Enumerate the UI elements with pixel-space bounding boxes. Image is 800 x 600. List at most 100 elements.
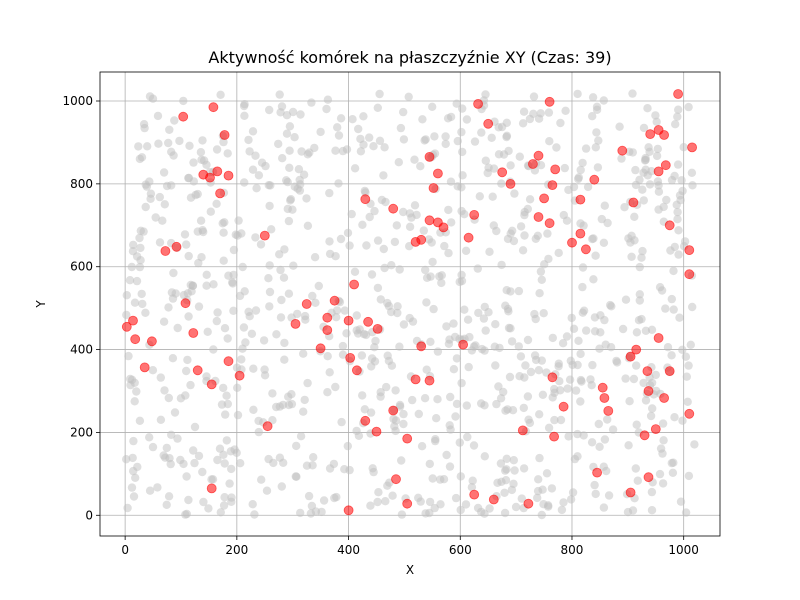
active-point xyxy=(592,467,602,478)
inactive-point xyxy=(212,316,221,326)
inactive-point xyxy=(182,472,191,481)
inactive-point xyxy=(510,466,519,475)
inactive-point xyxy=(671,120,680,129)
inactive-point xyxy=(544,108,554,117)
inactive-point xyxy=(481,326,490,335)
inactive-point xyxy=(675,191,685,200)
inactive-point xyxy=(533,493,542,503)
active-point xyxy=(343,315,354,326)
y-tick-label: 200 xyxy=(70,425,93,439)
inactive-point xyxy=(259,336,269,345)
inactive-point xyxy=(523,204,532,214)
inactive-point xyxy=(212,145,222,154)
inactive-point xyxy=(659,436,668,445)
active-point xyxy=(416,234,427,245)
y-axis-label: Y xyxy=(34,300,48,309)
inactive-point xyxy=(678,416,687,425)
inactive-point xyxy=(342,145,352,154)
inactive-point xyxy=(143,142,152,151)
inactive-point xyxy=(425,459,434,469)
inactive-point xyxy=(678,345,687,354)
inactive-point xyxy=(479,314,489,323)
inactive-point xyxy=(497,260,506,270)
inactive-point xyxy=(229,306,238,315)
inactive-point xyxy=(352,311,361,320)
inactive-point xyxy=(639,378,648,388)
inactive-point xyxy=(399,320,409,329)
inactive-point xyxy=(537,275,546,284)
inactive-point xyxy=(467,483,477,492)
inactive-point xyxy=(555,377,564,386)
inactive-point xyxy=(631,165,640,175)
inactive-point xyxy=(674,226,683,235)
inactive-point xyxy=(189,177,198,186)
inactive-point xyxy=(535,289,544,298)
inactive-point xyxy=(628,148,637,157)
active-point xyxy=(208,102,219,113)
inactive-point xyxy=(220,459,229,468)
y-tick-label: 400 xyxy=(70,343,93,357)
inactive-point xyxy=(647,167,656,176)
inactive-point xyxy=(336,234,346,244)
inactive-point xyxy=(164,492,174,501)
inactive-point xyxy=(586,375,595,384)
inactive-point xyxy=(212,199,221,208)
inactive-point xyxy=(485,247,494,256)
active-point xyxy=(223,356,234,367)
inactive-point xyxy=(361,188,370,197)
inactive-point xyxy=(688,302,697,312)
active-point xyxy=(322,312,333,323)
inactive-point xyxy=(485,504,494,513)
inactive-point xyxy=(293,309,302,319)
inactive-point xyxy=(365,212,374,222)
inactive-point xyxy=(170,408,180,417)
inactive-point xyxy=(590,480,599,490)
inactive-point xyxy=(369,467,378,477)
inactive-point xyxy=(621,374,630,383)
inactive-point xyxy=(395,265,404,274)
inactive-point xyxy=(155,238,165,247)
inactive-point xyxy=(462,115,472,124)
inactive-point xyxy=(573,452,582,461)
inactive-point xyxy=(416,162,425,171)
inactive-point xyxy=(129,240,138,250)
inactive-point xyxy=(296,110,305,119)
inactive-point xyxy=(504,307,513,316)
inactive-point xyxy=(515,372,524,381)
inactive-point xyxy=(588,93,598,102)
inactive-point xyxy=(361,330,371,340)
inactive-point xyxy=(444,248,453,258)
inactive-point xyxy=(245,147,254,156)
inactive-point xyxy=(156,373,165,382)
inactive-point xyxy=(667,294,676,304)
inactive-point xyxy=(343,228,353,238)
inactive-point xyxy=(244,307,253,316)
inactive-point xyxy=(220,324,230,333)
inactive-point xyxy=(173,323,182,333)
active-point xyxy=(550,164,561,175)
inactive-point xyxy=(531,234,540,243)
inactive-point xyxy=(148,442,158,452)
inactive-point xyxy=(452,99,461,108)
inactive-point xyxy=(343,441,352,451)
inactive-point xyxy=(431,435,440,444)
inactive-point xyxy=(233,410,243,420)
inactive-point xyxy=(221,410,230,419)
inactive-point xyxy=(422,365,431,374)
inactive-point xyxy=(496,394,506,403)
inactive-point xyxy=(345,465,354,475)
inactive-point xyxy=(518,119,528,128)
inactive-point xyxy=(240,111,249,121)
active-point xyxy=(121,321,132,332)
inactive-point xyxy=(160,200,169,209)
active-point xyxy=(488,494,499,505)
inactive-point xyxy=(465,332,474,342)
inactive-point xyxy=(225,479,234,488)
inactive-point xyxy=(444,205,453,215)
inactive-point xyxy=(369,142,378,151)
inactive-point xyxy=(480,346,489,355)
inactive-point xyxy=(515,152,524,161)
inactive-point xyxy=(687,168,697,177)
inactive-point xyxy=(204,504,213,513)
active-point xyxy=(192,365,203,376)
